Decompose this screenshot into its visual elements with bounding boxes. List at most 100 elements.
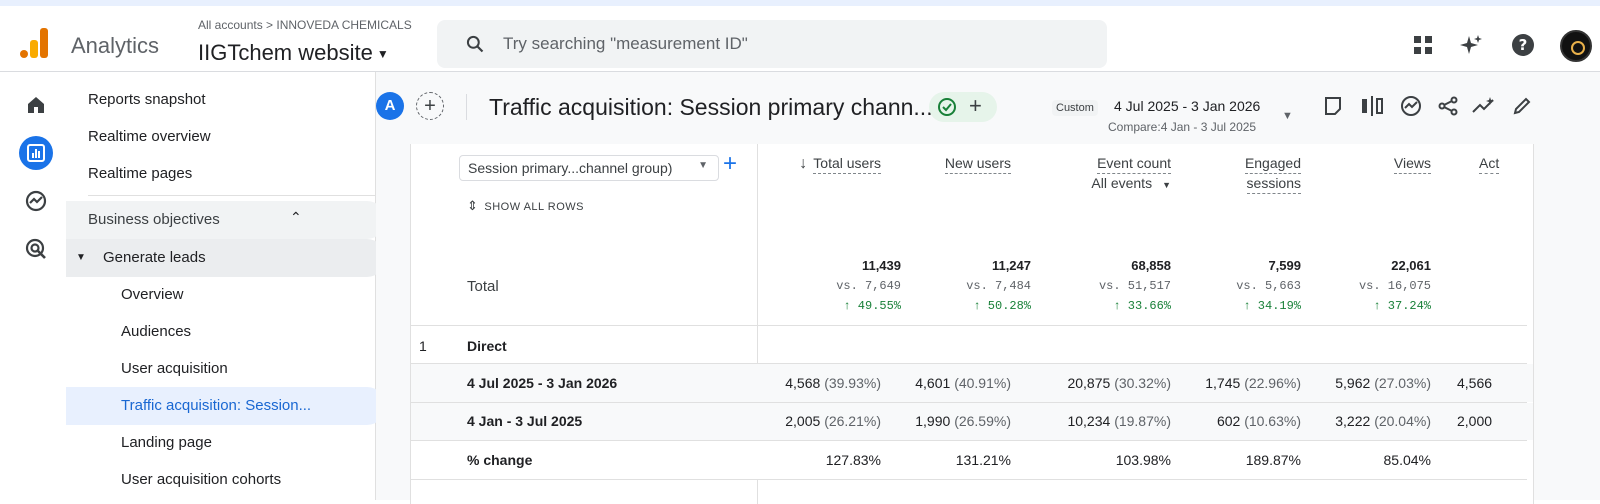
edit-icon[interactable] [1510, 94, 1534, 118]
row-divider [411, 440, 1527, 441]
total-value: 11,247 [991, 258, 1031, 273]
show-all-label: SHOW ALL ROWS [484, 201, 585, 213]
cell: 602 (10.63%) [1171, 413, 1301, 429]
add-comparison-button[interactable]: + [416, 92, 444, 120]
add-filter-icon: + [969, 93, 982, 118]
col-new-users[interactable]: New users [911, 155, 1011, 174]
nav-sub-label: Traffic acquisition: Session... [121, 397, 312, 414]
property-selector[interactable]: IIGTchem website ▼ [198, 40, 389, 66]
cell-share: (39.93%) [824, 375, 881, 391]
total-vs: vs. 7,484 [966, 279, 1031, 293]
row-index: 1 [419, 338, 427, 354]
total-vs: vs. 5,663 [1236, 279, 1301, 293]
total-value: 11,439 [861, 258, 901, 273]
avatar[interactable] [1560, 30, 1592, 62]
total-change: ↑ 33.66% [1113, 299, 1171, 313]
row-label: 4 Jul 2025 - 3 Jan 2026 [467, 375, 618, 391]
home-icon[interactable] [19, 88, 53, 122]
event-filter-label: All events [1091, 175, 1153, 191]
cell: 5,962 (27.03%) [1301, 375, 1431, 391]
cell: 2,005 (26.21%) [751, 413, 881, 429]
date-range[interactable]: 4 Jul 2025 - 3 Jan 2026 [1114, 98, 1261, 114]
comparison-badge[interactable]: A [376, 92, 404, 120]
apps-icon[interactable] [1410, 32, 1436, 58]
cell: 131.21% [955, 452, 1011, 468]
col-views[interactable]: Views [1341, 155, 1431, 174]
dimension-selector[interactable]: Session primary...channel group) ▼ [459, 155, 719, 181]
total-cell: 11,439 vs. 7,649 ↑ 49.55% [781, 258, 901, 313]
nav-sub-user-acquisition-cohorts[interactable]: User acquisition cohorts [121, 471, 282, 488]
table-row: 4 Jul 2025 - 3 Jan 2026 4,568 (39.93%) 4… [411, 364, 1533, 402]
cell: 85.04% [1383, 452, 1431, 468]
row-label: 4 Jan - 3 Jul 2025 [467, 413, 583, 429]
dimension-label: Session primary...channel group) [468, 160, 673, 176]
cell-share: (10.63%) [1244, 413, 1301, 429]
caret-down-icon: ▼ [76, 252, 86, 263]
cell: 4,566 [1457, 375, 1527, 391]
cell-value: 4,568 [785, 375, 821, 391]
compare-icon[interactable] [1360, 94, 1384, 118]
compare-range: Compare:4 Jan - 3 Jul 2025 [1108, 120, 1257, 134]
add-dimension-button[interactable]: + [723, 150, 738, 177]
row-divider [411, 402, 1527, 403]
property-name: IIGTchem website [198, 40, 373, 65]
col-event-count[interactable]: Event count All events ▼ [1051, 155, 1171, 191]
total-value: 7,599 [1268, 258, 1301, 273]
cell: 4,568 (39.93%) [751, 375, 881, 391]
report-header: A + Traffic acquisition: Session primary… [376, 72, 1600, 144]
cell-value: 602 [1216, 413, 1241, 429]
report-main: A + Traffic acquisition: Session primary… [376, 72, 1600, 504]
chevron-down-icon[interactable]: ▼ [1282, 110, 1293, 122]
nav-sub-user-acquisition[interactable]: User acquisition [121, 360, 228, 377]
nav-divider [88, 195, 378, 196]
check-circle-icon [938, 98, 956, 116]
total-change: ↑ 49.55% [843, 299, 901, 313]
help-icon[interactable]: ? [1510, 32, 1536, 58]
col-total-users[interactable]: ↓ Total users [781, 155, 881, 174]
app-name: Analytics [71, 33, 160, 58]
account-breadcrumb[interactable]: All accounts > INNOVEDA CHEMICALS [198, 18, 412, 32]
cell: 1,745 (22.96%) [1171, 375, 1301, 391]
search-bar[interactable] [437, 20, 1107, 68]
cell: 10,234 (19.87%) [1041, 413, 1171, 429]
row-dimension-value[interactable]: Direct [467, 338, 507, 354]
cell: 4,601 (40.91%) [881, 375, 1011, 391]
reports-icon[interactable] [19, 136, 53, 170]
nav-reports-snapshot[interactable]: Reports snapshot [88, 91, 206, 108]
advertising-icon[interactable] [19, 232, 53, 266]
cell-share: (20.04%) [1374, 413, 1431, 429]
analytics-logo-icon[interactable] [20, 28, 50, 58]
explore-icon[interactable] [19, 184, 53, 218]
col-label: Views [1393, 155, 1431, 174]
search-input[interactable] [503, 30, 1083, 58]
date-range-tag: Custom [1052, 100, 1098, 116]
nav-realtime-pages[interactable]: Realtime pages [88, 165, 193, 182]
col-engaged-sessions[interactable]: Engaged sessions [1201, 155, 1301, 194]
total-value: 22,061 [1391, 258, 1431, 273]
chevron-up-icon: ⌃ [290, 209, 302, 225]
nav-sub-audiences[interactable]: Audiences [121, 323, 192, 340]
nav-group-generate-leads[interactable]: ▼ Generate leads [66, 239, 386, 277]
col-act[interactable]: Act [1479, 155, 1519, 174]
search-icon [466, 35, 484, 53]
sparkle-icon[interactable] [1458, 32, 1484, 58]
nav-section-business-objectives[interactable]: Business objectives ⌃ [66, 201, 386, 239]
trend-icon[interactable] [1472, 94, 1496, 118]
cell: 189.87% [1245, 452, 1301, 468]
nav-sub-overview[interactable]: Overview [121, 286, 184, 303]
event-filter[interactable]: All events ▼ [1051, 175, 1171, 191]
report-status-pill[interactable]: + [929, 92, 997, 122]
show-all-rows-button[interactable]: ⇕ SHOW ALL ROWS [467, 198, 584, 214]
nav-realtime-overview[interactable]: Realtime overview [88, 128, 211, 145]
total-vs: vs. 7,649 [836, 279, 901, 293]
insights-icon[interactable] [1399, 94, 1423, 118]
report-title: Traffic acquisition: Session primary cha… [489, 94, 933, 120]
nav-sub-landing-page[interactable]: Landing page [121, 434, 212, 451]
nav-section-label: Business objectives [88, 211, 220, 228]
cell: 103.98% [1115, 452, 1171, 468]
total-label: Total [467, 278, 499, 295]
nav-sub-traffic-acquisition[interactable]: Traffic acquisition: Session... [66, 387, 386, 425]
report-navigation: Reports snapshot Realtime overview Realt… [66, 72, 386, 500]
share-icon[interactable] [1436, 94, 1460, 118]
note-icon[interactable] [1321, 94, 1345, 118]
